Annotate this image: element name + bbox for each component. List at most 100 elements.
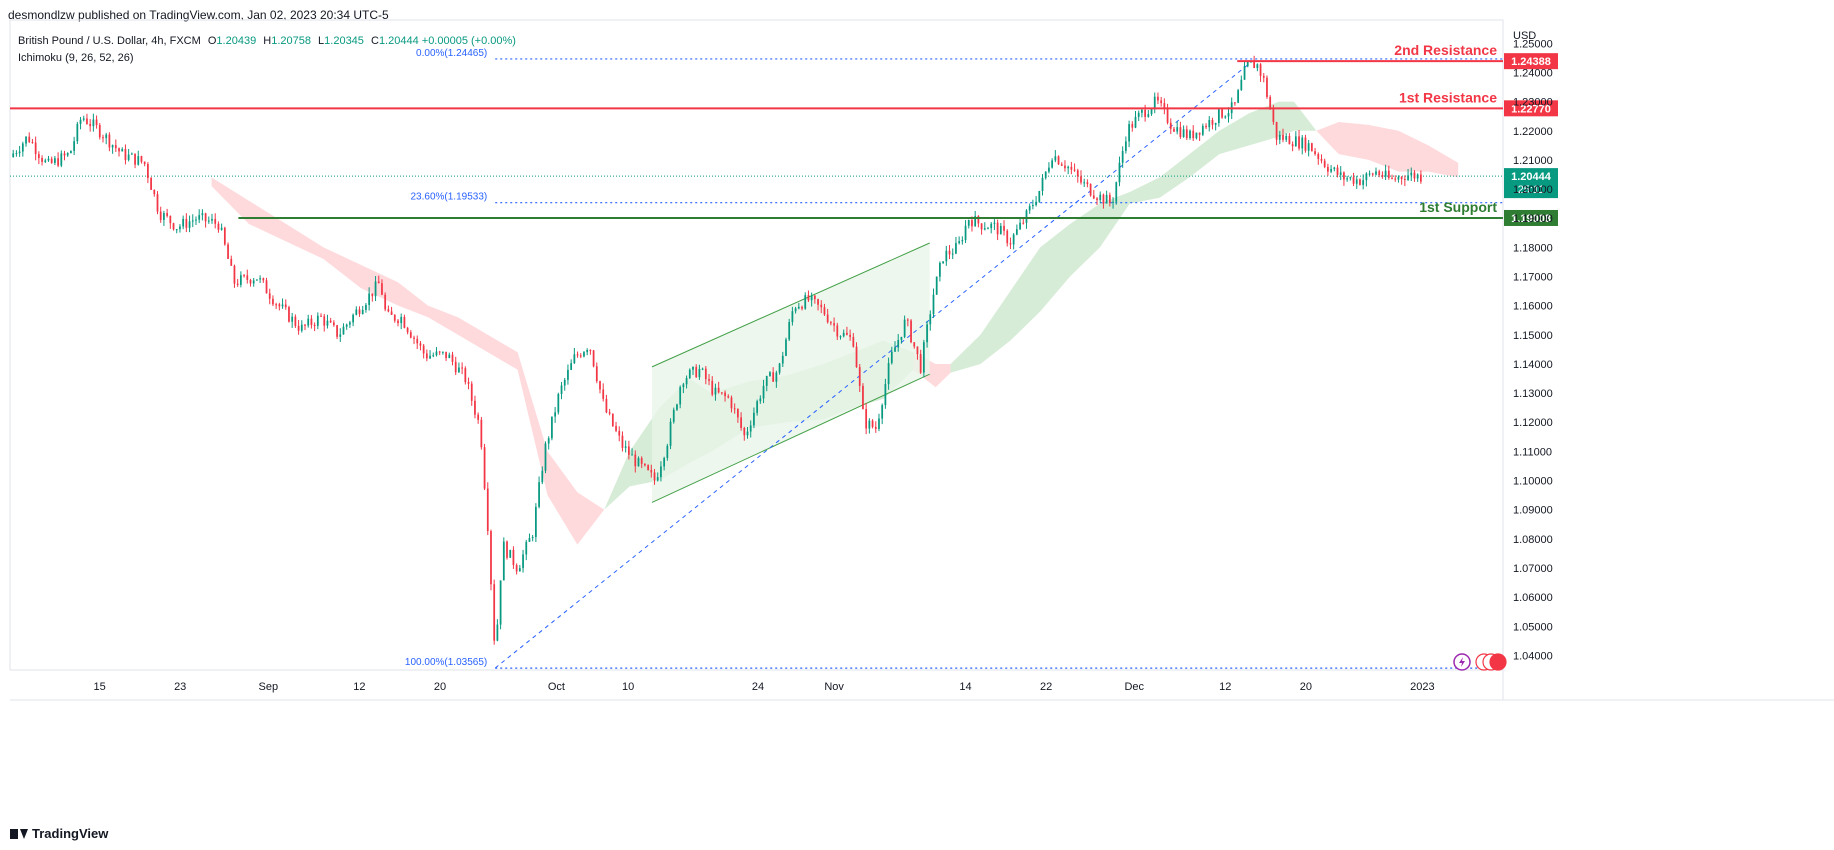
candle-body bbox=[810, 295, 813, 301]
level-name: 2nd Resistance bbox=[1394, 42, 1497, 58]
candle-body bbox=[419, 343, 422, 346]
candle-body bbox=[1125, 141, 1127, 151]
candle-body bbox=[1015, 229, 1018, 235]
candle-body bbox=[817, 299, 819, 305]
candle-body bbox=[342, 326, 345, 335]
candle-body bbox=[18, 151, 21, 154]
candle-body bbox=[1416, 174, 1419, 179]
candle-body bbox=[951, 253, 954, 255]
candle-body bbox=[483, 447, 486, 489]
candle-body bbox=[647, 465, 649, 470]
candle-body bbox=[906, 319, 909, 321]
candle-body bbox=[727, 396, 730, 398]
candle-body bbox=[336, 325, 338, 337]
candle-body bbox=[21, 143, 24, 152]
candle-body bbox=[345, 324, 348, 327]
candle-body bbox=[506, 541, 508, 558]
candle-body bbox=[605, 398, 608, 413]
candle-body bbox=[525, 541, 528, 555]
candle-body bbox=[573, 354, 576, 364]
candle-body bbox=[528, 538, 531, 542]
candle-body bbox=[1291, 144, 1294, 147]
candle-body bbox=[387, 309, 390, 312]
candle-body bbox=[746, 431, 749, 436]
candle-body bbox=[945, 250, 948, 262]
candle-body bbox=[1359, 179, 1361, 185]
candle-body bbox=[910, 320, 912, 343]
candle-body bbox=[711, 380, 714, 395]
candle-body bbox=[1054, 156, 1057, 161]
candle-body bbox=[1048, 167, 1050, 172]
candle-body bbox=[227, 244, 229, 259]
candle-body bbox=[813, 295, 816, 300]
candle-body bbox=[1278, 134, 1281, 140]
candle-body bbox=[916, 346, 919, 355]
candle-body bbox=[922, 342, 925, 373]
candle-body bbox=[15, 153, 18, 155]
candle-body bbox=[12, 153, 15, 157]
candle-body bbox=[1240, 79, 1243, 91]
candle-body bbox=[98, 125, 101, 138]
candle-body bbox=[143, 161, 146, 164]
candle-body bbox=[935, 276, 938, 295]
candle-body bbox=[486, 488, 489, 532]
indicator-legend[interactable]: Ichimoku (9, 26, 52, 26) bbox=[18, 52, 134, 64]
candle-body bbox=[534, 506, 537, 538]
candle-body bbox=[932, 294, 935, 315]
candle-body bbox=[1368, 173, 1371, 175]
candle-body bbox=[114, 145, 117, 149]
candle-body bbox=[772, 372, 775, 382]
candle-body bbox=[1420, 174, 1422, 182]
candle-body bbox=[397, 320, 399, 324]
candle-body bbox=[416, 338, 419, 344]
candle-body bbox=[137, 156, 140, 165]
ichimoku-cloud-bear bbox=[211, 177, 605, 545]
candle-body bbox=[724, 392, 726, 397]
candle-body bbox=[948, 250, 951, 255]
candle-body bbox=[858, 367, 861, 386]
candle-body bbox=[438, 351, 441, 353]
candle-body bbox=[961, 240, 964, 242]
candle-body bbox=[778, 363, 781, 373]
candle-body bbox=[749, 425, 752, 432]
time-tick-label: Sep bbox=[258, 681, 278, 693]
candle-body bbox=[823, 307, 826, 315]
candle-body bbox=[704, 368, 707, 380]
candle-body bbox=[288, 307, 290, 322]
price-tick-label: 1.18000 bbox=[1513, 242, 1553, 254]
candle-body bbox=[188, 221, 191, 228]
candle-body bbox=[1182, 129, 1185, 137]
candle-body bbox=[624, 446, 627, 448]
candle-body bbox=[1269, 96, 1272, 110]
candle-body bbox=[223, 227, 226, 245]
candle-body bbox=[1205, 125, 1207, 128]
candle-body bbox=[467, 382, 470, 384]
candle-body bbox=[676, 404, 678, 410]
candle-body bbox=[163, 212, 165, 220]
candle-body bbox=[640, 458, 643, 464]
candle-body bbox=[926, 324, 928, 343]
candle-body bbox=[557, 393, 560, 413]
candle-body bbox=[358, 309, 361, 314]
candle-body bbox=[913, 342, 916, 347]
candle-body bbox=[996, 222, 999, 235]
candle-body bbox=[509, 549, 512, 558]
candle-body bbox=[942, 261, 944, 263]
candle-body bbox=[1006, 230, 1009, 244]
candle-body bbox=[34, 142, 37, 155]
candle-body bbox=[1070, 166, 1073, 170]
candle-body bbox=[1407, 175, 1409, 180]
level-price-tag bbox=[1504, 53, 1558, 70]
candle-body bbox=[259, 278, 261, 280]
candle-body bbox=[1051, 160, 1054, 168]
candle-body bbox=[987, 228, 989, 230]
candle-body bbox=[435, 351, 438, 356]
candle-body bbox=[1067, 166, 1070, 169]
candle-body bbox=[1144, 109, 1147, 117]
candle-body bbox=[355, 309, 358, 315]
candle-body bbox=[268, 293, 271, 299]
candle-body bbox=[531, 537, 534, 539]
tradingview-logo[interactable]: TradingView bbox=[10, 826, 108, 841]
candle-body bbox=[291, 316, 294, 322]
